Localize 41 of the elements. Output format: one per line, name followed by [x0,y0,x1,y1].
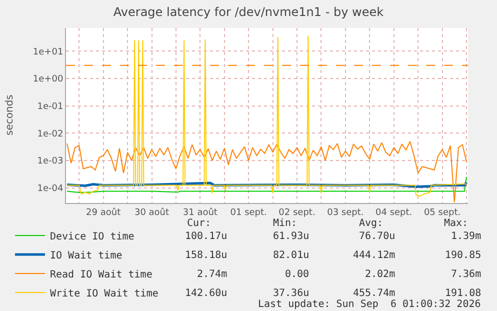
text: 7.36m [451,269,482,280]
text: 76.70u [359,231,396,242]
x-tick-label: 04 sept. [376,208,412,218]
text: 82.01u [273,250,310,261]
y-axis-title: seconds [4,94,16,136]
x-tick-label: 30 août [134,206,170,218]
text: 0.00 [285,269,310,280]
text: Last update: Sun Sep 6 01:00:32 2026 [258,299,481,310]
legend-label: IO Wait time [50,250,122,262]
chart-title: Average latency for /dev/nvme1n1 - by week [113,5,384,20]
text: 158.18u [185,250,228,261]
text: 100.17u [185,231,228,242]
legend-label: Read IO Wait time [50,269,152,280]
text: 455.74m [353,288,396,299]
text: 1.39m [451,231,482,242]
y-tick-label: 1e-01 [37,102,64,112]
text: 2.02m [365,269,396,280]
text: 2.74m [197,269,228,280]
text: 142.60u [185,288,228,299]
x-tick-label: 05 sept. [424,208,461,218]
legend-label: Device IO time [50,231,134,242]
text: Avg: [359,218,384,229]
text: 191.08 [445,288,482,299]
text: Min: [273,218,298,229]
text: Max: [444,218,468,229]
y-tick-label: 1e-04 [37,184,64,194]
y-tick-label: 1e+00 [32,74,64,85]
text: 190.85 [445,250,482,261]
y-tick-label: 1e-03 [37,156,64,167]
text: 61.93u [273,231,310,242]
x-tick-label: 01 sept. [230,208,267,218]
y-tick-label: 1e-02 [37,129,64,140]
x-tick-label: 03 sept. [327,208,364,218]
x-tick-label: 02 sept. [278,208,316,218]
y-tick-label: 1e+01 [32,47,64,58]
x-tick-label: 29 août [86,206,122,218]
x-tick-label: 31 août [182,206,218,218]
legend-label: Write IO Wait time [50,288,158,300]
text: Cur: [187,218,212,229]
text: 444.12m [353,250,396,261]
text: 37.36u [273,288,310,299]
